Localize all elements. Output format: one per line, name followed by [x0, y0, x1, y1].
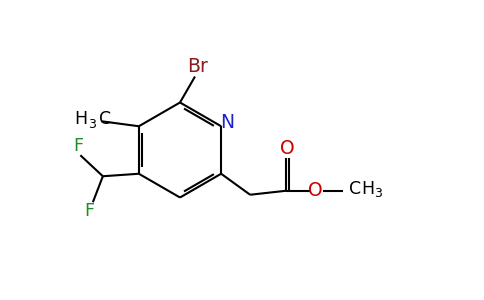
- Text: C: C: [349, 180, 361, 198]
- Text: F: F: [73, 137, 83, 155]
- Text: O: O: [280, 139, 295, 158]
- Text: H: H: [362, 180, 375, 198]
- Text: O: O: [308, 181, 323, 200]
- Text: N: N: [220, 113, 234, 132]
- Text: Br: Br: [187, 57, 208, 76]
- Text: C: C: [99, 110, 111, 128]
- Text: 3: 3: [88, 118, 95, 131]
- Text: H: H: [74, 110, 88, 128]
- Text: F: F: [84, 202, 94, 220]
- Text: 3: 3: [374, 187, 381, 200]
